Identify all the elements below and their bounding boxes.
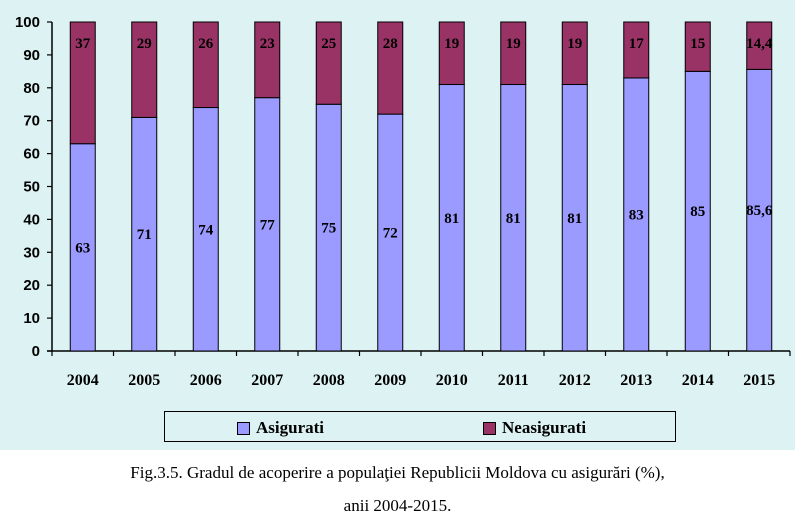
x-category-label-2012: 2012 [559,372,591,389]
data-label-asigurati-2012: 81 [567,211,582,227]
data-label-neasigurati-2007: 23 [260,36,275,52]
x-category-label-2006: 2006 [190,372,222,389]
bar-neasigurati-2010 [438,21,465,86]
data-label-asigurati-2010: 81 [444,211,459,227]
bar-asigurati-2010 [438,84,465,352]
y-tick-label: 70 [23,113,40,130]
y-tick-label: 80 [23,80,40,97]
data-label-neasigurati-2008: 25 [321,36,336,52]
x-category-label-2010: 2010 [436,372,468,389]
data-label-neasigurati-2014: 15 [690,36,705,52]
bar-asigurati-2012 [561,84,588,352]
legend-item-asigurati: Asigurati [237,418,324,438]
data-label-asigurati-2005: 71 [137,227,152,243]
figure-caption-line1: Fig.3.5. Gradul de acoperire a populaţie… [130,463,665,482]
y-tick-label: 40 [23,211,40,228]
legend-label-neasigurati: Neasigurati [502,418,587,437]
data-label-neasigurati-2006: 26 [198,36,214,52]
bar-asigurati-2011 [500,84,527,352]
bar-neasigurati-2008 [315,21,342,105]
y-tick-label: 20 [23,277,40,294]
legend-item-neasigurati: Neasigurati [483,418,586,438]
bar-neasigurati-2007 [254,21,281,99]
y-tick-label: 100 [15,14,40,31]
legend-label-asigurati: Asigurati [256,418,324,437]
y-tick-label: 50 [23,179,40,196]
y-tick-label: 0 [32,343,40,360]
x-category-label-2009: 2009 [374,372,406,389]
bar-asigurati-2004 [69,143,96,352]
x-category-label-2011: 2011 [498,372,529,389]
bar-asigurati-2005 [131,116,158,352]
y-tick-label: 90 [23,47,40,64]
data-label-asigurati-2004: 63 [75,240,90,256]
data-label-neasigurati-2010: 19 [444,36,459,52]
bar-neasigurati-2015 [746,21,773,70]
data-label-neasigurati-2011: 19 [506,36,521,52]
data-label-asigurati-2011: 81 [506,211,521,227]
legend-swatch-asigurati [237,421,250,435]
bar-neasigurati-2014 [684,21,711,72]
data-label-neasigurati-2015: 14,4 [746,36,773,52]
y-tick-label: 10 [23,310,40,327]
data-label-asigurati-2013: 83 [629,207,644,223]
x-category-label-2015: 2015 [743,372,775,389]
bar-asigurati-2007 [254,97,281,352]
legend-swatch-neasigurati [483,421,496,435]
y-tick-label: 30 [23,244,40,261]
bar-neasigurati-2004 [69,21,96,145]
data-label-neasigurati-2013: 17 [629,36,645,52]
x-category-label-2004: 2004 [67,372,99,389]
y-tick-label: 60 [23,146,40,163]
bar-neasigurati-2012 [561,21,588,86]
stacked-bar-chart: 0 10 20 30 40 50 60 70 80 90 100 63 37 2004 71 29 2005 74… [15,14,791,389]
x-category-label-2014: 2014 [682,372,714,389]
data-label-asigurati-2015: 85,6 [746,203,773,219]
bar-asigurati-2006 [192,107,219,352]
x-category-label-2007: 2007 [251,372,283,389]
bar-neasigurati-2013 [623,21,650,79]
data-label-neasigurati-2005: 29 [137,36,152,52]
data-label-asigurati-2014: 85 [690,204,705,220]
x-category-label-2008: 2008 [313,372,345,389]
bar-asigurati-2008 [315,103,342,352]
bar-neasigurati-2006 [192,21,219,109]
data-label-asigurati-2007: 77 [260,217,276,233]
figure-caption-line2: anii 2004-2015. [343,496,452,515]
data-label-asigurati-2006: 74 [198,222,214,238]
bar-neasigurati-2005 [131,21,158,118]
data-label-neasigurati-2012: 19 [567,36,582,52]
bar-asigurati-2013 [623,77,650,352]
data-label-neasigurati-2009: 28 [383,36,398,52]
data-label-asigurati-2009: 72 [383,226,398,242]
data-label-neasigurati-2004: 37 [75,36,91,52]
x-category-label-2005: 2005 [128,372,160,389]
x-category-label-2013: 2013 [620,372,652,389]
bar-neasigurati-2011 [500,21,527,86]
bar-neasigurati-2009 [377,21,404,115]
data-label-asigurati-2008: 75 [321,221,336,237]
chart-legend: Asigurati Neasigurati [164,411,676,442]
